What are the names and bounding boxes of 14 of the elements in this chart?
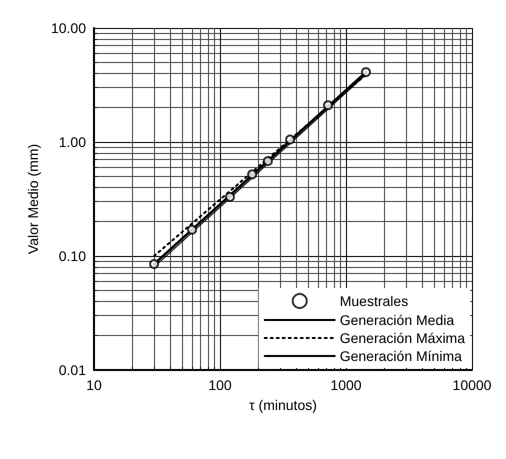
y-axis-title: Valor Medio (mm) <box>25 144 42 254</box>
legend-label: Generación Máxima <box>340 330 466 346</box>
x-tick-label: 100 <box>208 377 232 393</box>
y-tick-label: 0.10 <box>58 248 86 264</box>
x-tick-label: 10 <box>86 377 102 393</box>
x-axis-title: τ (minutos) <box>249 397 317 413</box>
legend-label: Generación Mínima <box>340 348 462 364</box>
y-tick-label: 1.00 <box>58 134 86 150</box>
legend-label: Muestrales <box>340 293 408 309</box>
x-tick-label: 10000 <box>452 377 492 393</box>
x-tick-label: 1000 <box>330 377 362 393</box>
y-tick-label: 0.01 <box>58 362 86 378</box>
legend-label: Generación Media <box>340 312 454 328</box>
y-tick-label: 10.00 <box>50 20 86 36</box>
